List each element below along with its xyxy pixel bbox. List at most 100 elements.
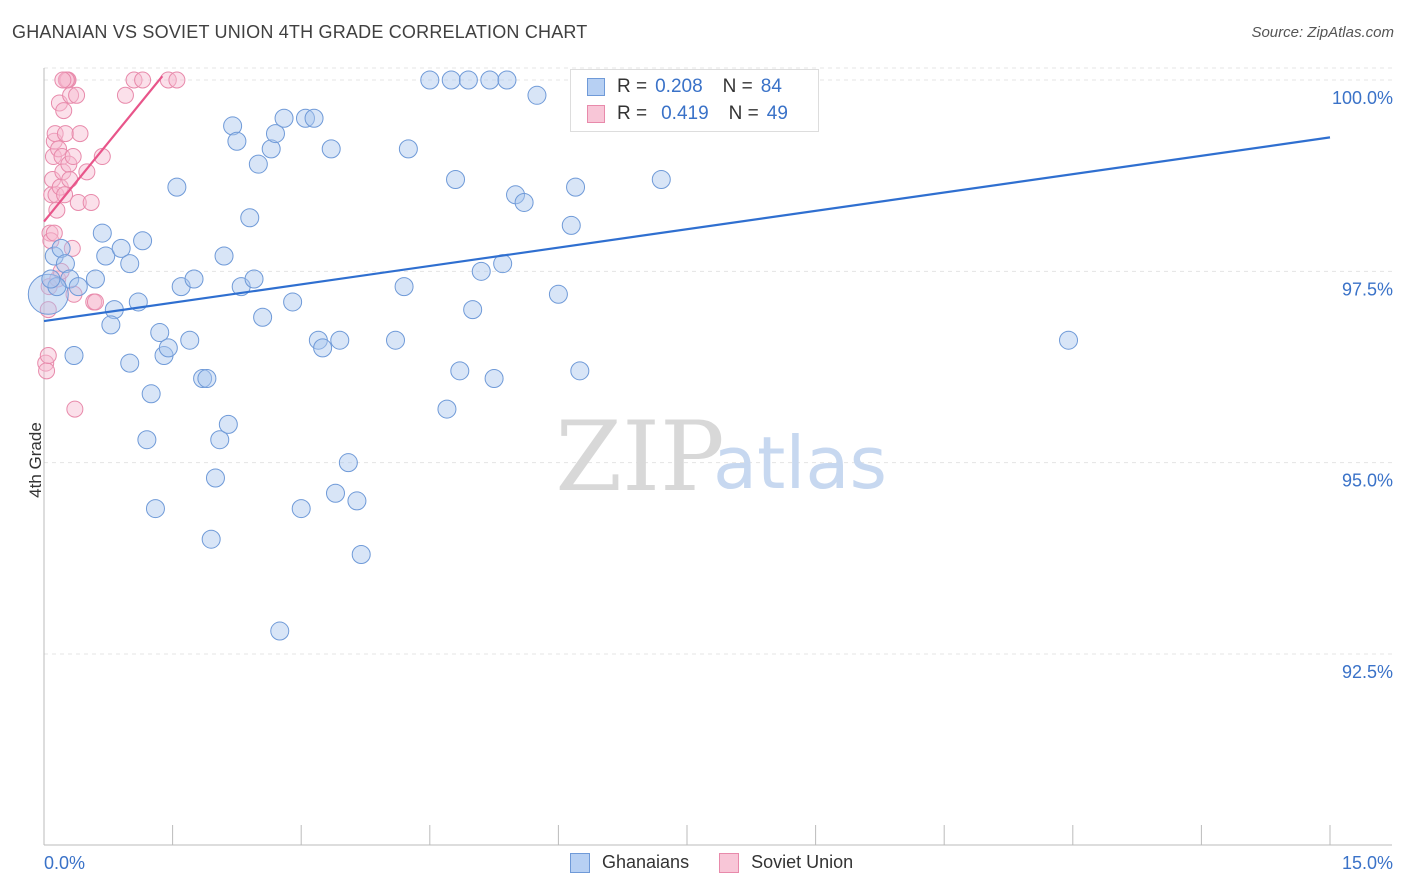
soviet-point [45,224,63,242]
soviet-point [78,163,96,181]
ghanaian-point [651,169,671,189]
ghanaian-point [41,269,61,289]
ghanaian-point [101,315,121,335]
soviet-point [48,201,66,219]
ghanaian-point [480,70,500,90]
ghanaian-point [120,353,140,373]
ghanaian-point [210,430,230,450]
y-tick-label: 95.0% [1342,471,1393,491]
ghanaian-point [394,277,414,297]
ghanaian-point [248,154,268,174]
ghanaian-point [1059,330,1079,350]
ghanaian-point [325,483,345,503]
ghanaian-point [441,70,461,90]
soviet-point [71,125,89,143]
legend-swatch-blue [587,78,605,96]
legend-n-value: 49 [766,103,788,124]
ghanaian-point [527,85,547,105]
soviet-point [116,86,134,104]
ghanaian-point [570,361,590,381]
bottom-legend-soviet: Soviet Union [719,852,853,873]
ghanaian-trendline [43,136,1331,323]
y-tick-label: 97.5% [1342,279,1393,299]
ghanaian-point [561,215,581,235]
bottom-legend-swatch-pink [719,852,740,873]
ghanaian-point [458,70,478,90]
soviet-point [56,125,74,143]
ghanaian-point [291,499,311,519]
ghanaian-point [347,491,367,511]
watermark-zip: ZIP [555,401,724,513]
ghanaian-point [244,269,264,289]
y-tick-label: 92.5% [1342,662,1393,682]
ghanaian-point [446,169,466,189]
soviet-point [61,170,79,188]
watermark-atlas: atlas [713,421,887,505]
bottom-legend-swatch-blue [570,852,590,873]
soviet-point [54,71,72,89]
legend-r-label: R = [617,103,648,124]
ghanaian-point [223,116,243,136]
soviet-point [47,186,65,204]
ghanaian-point [55,254,75,274]
soviet-point [64,148,82,166]
soviet-point [69,193,87,211]
soviet-point [55,102,73,120]
legend-box: R = 0.208 N = 84 R = 0.419 N = 49 [570,69,819,132]
bottom-legend-label: Soviet Union [751,852,854,872]
ghanaian-point [321,139,341,159]
soviet-point [63,239,81,257]
ghanaian-point [92,223,112,243]
ghanaian-point [167,177,187,197]
ghanaian-point [398,139,418,159]
ghanaian-point [44,246,64,266]
ghanaian-point [437,399,457,419]
legend-n-label: N = [722,76,753,97]
ghanaian-point [497,70,517,90]
ghanaian-point [120,254,140,274]
ghanaian-point [68,277,88,297]
ghanaian-point [265,124,285,144]
ghanaian-point [111,238,131,258]
bottom-legend: Ghanaians Soviet Union [570,852,883,873]
ghanaian-point [227,131,247,151]
legend-r-value: 0.419 [661,103,709,124]
x-tick-label: 15.0% [1342,853,1393,873]
x-tick-label: 0.0% [44,853,85,873]
soviet-point [82,193,100,211]
watermark: ZIP atlas [555,401,887,513]
ghanaian-point [304,108,324,128]
ghanaian-point [450,361,470,381]
ghanaian-point [548,284,568,304]
ghanaian-point [218,414,238,434]
ghanaian-point [484,368,504,388]
soviet-trendline [43,75,164,223]
ghanaian-point [205,468,225,488]
ghanaian-point [351,545,371,565]
ghanaian-point [197,368,217,388]
ghanaian-point [214,246,234,266]
ghanaian-point [64,346,84,366]
ghanaian-point [471,261,491,281]
ghanaian-point [150,323,170,343]
bottom-legend-label: Ghanaians [602,852,690,872]
ghanaian-point [133,231,153,251]
ghanaian-point [463,300,483,320]
ghanaian-point [566,177,586,197]
ghanaian-point [51,238,71,258]
ghanaian-point [141,384,161,404]
soviet-point [60,155,78,173]
soviet-point [68,86,86,104]
legend-swatch-pink [587,105,605,123]
ghanaian-point [274,108,294,128]
ghanaian-point [240,208,260,228]
ghanaian-point [201,529,221,549]
ghanaian-point [270,621,290,641]
ghanaian-point [313,338,333,358]
soviet-point [66,400,84,418]
soviet-point [39,347,57,365]
soviet-point [86,293,104,311]
ghanaian-point [420,70,440,90]
ghanaian-point [283,292,303,312]
ghanaian-point [338,453,358,473]
